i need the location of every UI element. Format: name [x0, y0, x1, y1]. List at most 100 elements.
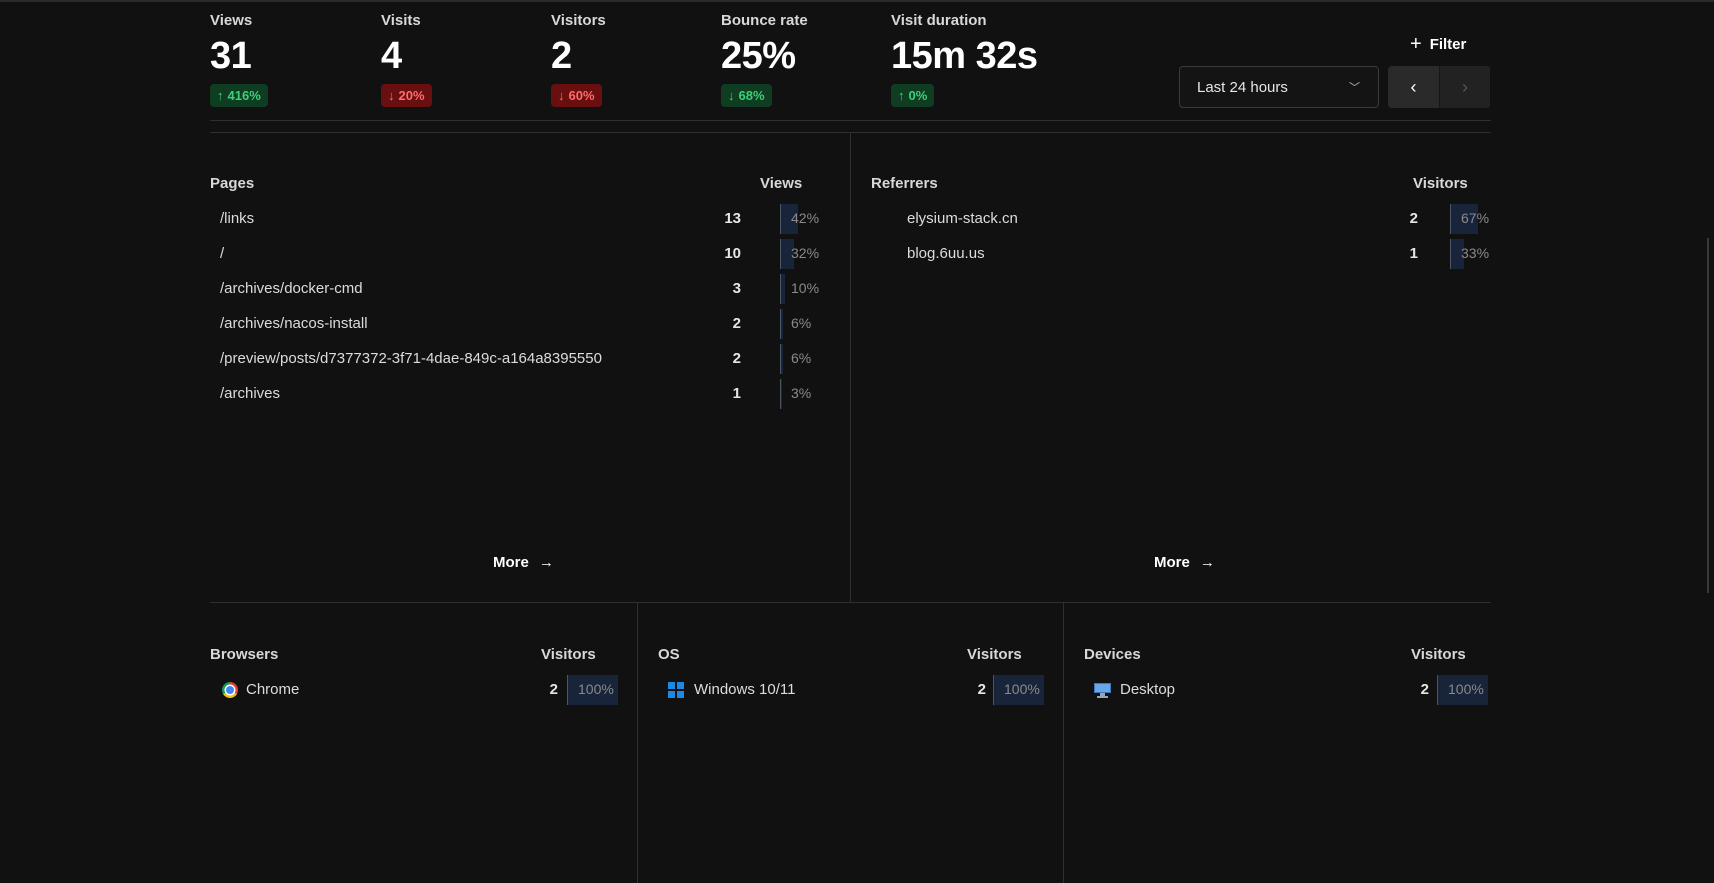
percent-fill	[568, 675, 618, 705]
percent-fill	[781, 309, 783, 339]
list-item[interactable]: /preview/posts/d7377372-3f71-4dae-849c-a…	[210, 344, 820, 374]
panel-header: Referrers Visitors	[871, 175, 1491, 195]
dashboard: Views 31 ↑ 416% Visits 4 ↓ 20% Visitors 2 …	[210, 0, 1491, 883]
browsers-panel: Browsers Visitors Chrome 2 100%	[210, 646, 620, 706]
list-item[interactable]: /links 13 42%	[210, 204, 820, 234]
next-period-button[interactable]: ›	[1439, 66, 1490, 108]
column-header: Views	[760, 175, 803, 192]
change-value: 416%	[227, 88, 261, 103]
list-item[interactable]: Windows 10/11 2 100%	[658, 675, 1048, 705]
arrow-up-icon: ↑	[898, 88, 905, 103]
panel-title: Pages	[210, 175, 255, 192]
metric-visits[interactable]: Visits 4 ↓ 20%	[381, 12, 432, 107]
list-item[interactable]: /archives/docker-cmd 3 10%	[210, 274, 820, 304]
item-label: /archives/docker-cmd	[220, 280, 363, 297]
percent-bar: 6%	[780, 309, 820, 339]
metric-views[interactable]: Views 31 ↑ 416%	[210, 12, 268, 107]
change-badge: ↑ 416%	[210, 84, 268, 107]
list-item[interactable]: blog.6uu.us 1 33%	[871, 239, 1491, 269]
pages-panel: Pages Views /links 13 42%/10 32%/archives/d…	[210, 175, 820, 575]
item-count: 2	[977, 681, 986, 698]
scrollbar[interactable]	[1707, 238, 1709, 593]
item-label: Chrome	[246, 681, 300, 698]
change-badge: ↓ 68%	[721, 84, 772, 107]
filter-button[interactable]: + Filter	[1410, 34, 1466, 54]
list-item[interactable]: /archives/nacos-install 2 6%	[210, 309, 820, 339]
column-header: Visitors	[967, 646, 1022, 663]
item-label: /archives/nacos-install	[220, 315, 368, 332]
item-label: Desktop	[1120, 681, 1176, 698]
metric-visit-duration[interactable]: Visit duration 15m 32s ↑ 0%	[891, 12, 1038, 107]
list-item[interactable]: / 10 32%	[210, 239, 820, 269]
metric-label: Visit duration	[891, 12, 987, 29]
item-count: 1	[732, 385, 741, 402]
list-item[interactable]: Chrome 2 100%	[210, 675, 620, 705]
metric-label: Views	[210, 12, 253, 29]
panel-title: Referrers	[871, 175, 938, 192]
date-range-select[interactable]: Last 24 hours ﹀	[1179, 66, 1379, 108]
percent-bar: 6%	[780, 344, 820, 374]
item-percent: 32%	[791, 245, 820, 261]
item-percent: 6%	[791, 315, 812, 331]
arrow-down-icon: ↓	[728, 88, 735, 103]
item-percent: 100%	[1448, 681, 1484, 697]
item-label: /archives	[220, 385, 281, 402]
column-header: Visitors	[541, 646, 596, 663]
percent-bar: 100%	[567, 675, 618, 705]
percent-bar: 10%	[780, 274, 820, 304]
item-count: 2	[732, 350, 741, 367]
plus-icon: +	[1410, 33, 1422, 55]
pages-more-button[interactable]: More →	[493, 554, 554, 571]
metric-value: 25%	[721, 35, 796, 77]
more-label: More	[493, 554, 529, 571]
change-value: 68%	[738, 88, 765, 103]
percent-bar: 42%	[780, 204, 820, 234]
item-count: 13	[724, 210, 741, 227]
panel-title: Devices	[1084, 646, 1141, 663]
referrers-more-button[interactable]: More →	[1154, 554, 1215, 571]
panel-header: Pages Views	[210, 175, 820, 195]
date-range-value: Last 24 hours	[1197, 78, 1288, 96]
percent-bar: 67%	[1450, 204, 1490, 234]
chevron-left-icon: ‹	[1410, 76, 1417, 97]
metric-label: Visits	[381, 12, 421, 29]
change-value: 60%	[568, 88, 595, 103]
change-badge: ↑ 0%	[891, 84, 935, 107]
arrow-down-icon: ↓	[388, 88, 395, 103]
list-item[interactable]: Desktop 2 100%	[1084, 675, 1491, 705]
panel-divider	[850, 132, 851, 602]
percent-bar: 33%	[1450, 239, 1490, 269]
percent-bar: 100%	[993, 675, 1044, 705]
metrics-divider	[210, 120, 1491, 121]
referrers-panel: Referrers Visitors elysium-stack.cn 2 67% b…	[871, 175, 1491, 575]
metric-visitors[interactable]: Visitors 2 ↓ 60%	[551, 12, 606, 107]
chevron-down-icon: ﹀	[1349, 82, 1360, 94]
item-count: 2	[1420, 681, 1429, 698]
list-item[interactable]: /archives 1 3%	[210, 379, 820, 409]
metric-bounce-rate[interactable]: Bounce rate 25% ↓ 68%	[721, 12, 808, 107]
change-badge: ↓ 60%	[551, 84, 602, 107]
item-count: 2	[732, 315, 741, 332]
arrow-up-icon: ↑	[217, 88, 224, 103]
panel-header: OS Visitors	[658, 646, 1048, 666]
chevron-right-icon: ›	[1462, 76, 1468, 97]
percent-fill	[781, 344, 783, 374]
item-percent: 67%	[1461, 210, 1490, 226]
percent-fill	[781, 239, 794, 269]
previous-period-button[interactable]: ‹	[1388, 66, 1439, 108]
item-percent: 10%	[791, 280, 820, 296]
list-item[interactable]: elysium-stack.cn 2 67%	[871, 204, 1491, 234]
metric-label: Visitors	[551, 12, 606, 29]
panel-header: Browsers Visitors	[210, 646, 620, 666]
item-percent: 6%	[791, 350, 812, 366]
chrome-icon	[222, 682, 238, 698]
panels-middle-divider	[210, 602, 1491, 603]
item-percent: 100%	[578, 681, 614, 697]
item-label: Windows 10/11	[694, 681, 796, 698]
item-count: 2	[549, 681, 558, 698]
date-navigation: ‹ ›	[1388, 66, 1491, 108]
metric-value: 31	[210, 35, 252, 77]
percent-fill	[781, 379, 782, 409]
arrow-down-icon: ↓	[558, 88, 565, 103]
percent-fill	[1451, 204, 1478, 234]
